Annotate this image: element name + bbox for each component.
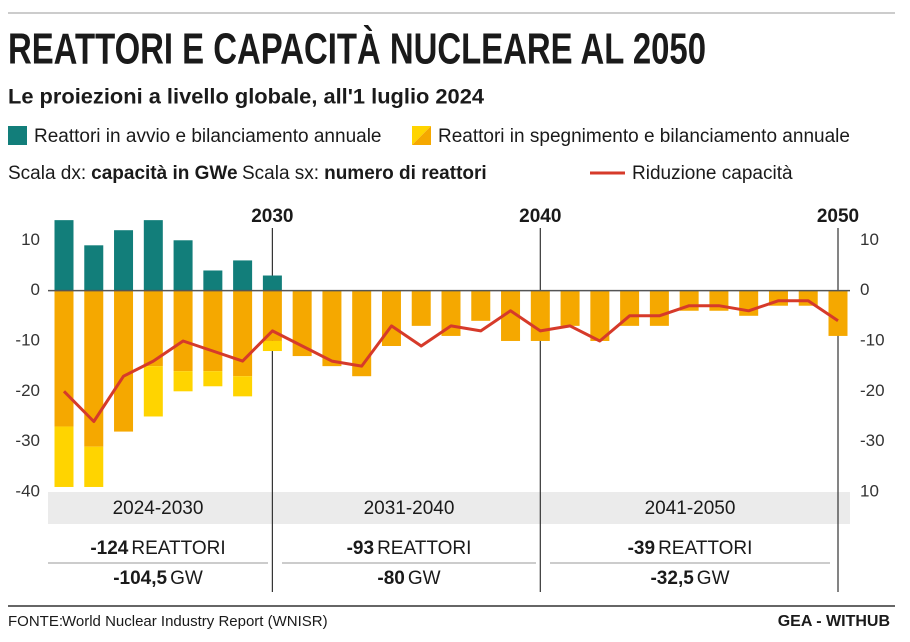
bar-balance (54, 426, 74, 487)
bar-shutdown (590, 290, 610, 341)
scale-note: Scala dx: capacità in GWe (8, 163, 238, 184)
bar-balance (143, 366, 163, 417)
bar-balance (233, 376, 253, 397)
capacity-unit: GW (408, 568, 441, 589)
y-tick-label: -30 (15, 431, 40, 450)
bar-start (114, 230, 134, 291)
period-band (48, 492, 850, 524)
scale-note: Scala sx: numero di reattori (242, 163, 487, 184)
reactors-unit: REATTORI (658, 538, 752, 559)
capacity-unit: GW (697, 568, 730, 589)
reactors-value: -39 (628, 538, 655, 559)
bar-start (54, 220, 74, 291)
bar-shutdown (143, 290, 163, 367)
scale-note-label: Scala dx: (8, 163, 86, 184)
reactors-value: -124 (90, 538, 128, 559)
bar-shutdown (381, 290, 401, 346)
bar-shutdown (352, 290, 372, 377)
bar-shutdown (292, 290, 312, 357)
y2-tick-label: -10 (860, 330, 885, 349)
bar-shutdown (530, 290, 550, 341)
bar-shutdown (262, 290, 282, 341)
bar-shutdown (54, 290, 74, 427)
bar-shutdown (828, 290, 848, 336)
y2-tick-label: -30 (860, 431, 885, 450)
legend-label: Reattori in avvio e bilanciamento annual… (34, 126, 382, 147)
chart-subtitle: Le proiezioni a livello globale, all'1 l… (8, 86, 484, 109)
bar-balance (84, 446, 104, 487)
legend-swatch (8, 126, 27, 145)
scale-note-label: Scala sx: (242, 163, 319, 184)
capacity-value: -32,5 (650, 568, 694, 589)
bar-start (173, 240, 193, 291)
reactors-summary: -93 REATTORI (347, 538, 472, 559)
bar-shutdown (441, 290, 461, 336)
period-label: 2024-2030 (113, 498, 204, 519)
bar-start (203, 270, 223, 291)
bar-balance (173, 371, 193, 392)
y2-tick-label: 10 (860, 230, 879, 249)
chart-title: REATTORI E CAPACITÀ NUCLEARE AL 2050 (8, 24, 706, 74)
y-tick-label: 10 (21, 230, 40, 249)
bar-start (262, 275, 282, 291)
y-tick-label: -40 (15, 481, 40, 500)
x-tick-label: 2050 (817, 206, 859, 227)
bar-shutdown (203, 290, 223, 372)
bar-start (143, 220, 163, 291)
capacity-line (62, 299, 839, 423)
bar-shutdown (173, 290, 193, 372)
period-label: 2031-2040 (364, 498, 455, 519)
y2-tick-label: 10 (860, 481, 879, 500)
capacity-value: -80 (377, 568, 404, 589)
y-tick-label: 0 (31, 280, 40, 299)
y-tick-label: -10 (15, 330, 40, 349)
scale-note-text: capacità in GWe (91, 163, 237, 184)
capacity-summary: -80 GW (377, 568, 440, 589)
bar-shutdown (411, 290, 431, 326)
capacity-summary: -32,5 GW (650, 568, 729, 589)
bar-shutdown (322, 290, 342, 367)
source-label: FONTE: (8, 613, 63, 630)
bar-start (233, 260, 253, 291)
bar-shutdown (114, 290, 134, 432)
bar-shutdown (471, 290, 491, 321)
x-tick-label: 2040 (519, 206, 561, 227)
period-label: 2041-2050 (645, 498, 736, 519)
credit: GEA - WITHUB (778, 613, 890, 630)
y2-tick-label: -20 (860, 381, 885, 400)
reactors-summary: -39 REATTORI (628, 538, 753, 559)
bar-balance (203, 371, 223, 387)
source: World Nuclear Industry Report (WNISR) (62, 613, 328, 630)
bar-start (84, 245, 104, 291)
capacity-value: -104,5 (113, 568, 167, 589)
legend-swatch (412, 126, 431, 145)
reactors-unit: REATTORI (131, 538, 225, 559)
bar-shutdown (649, 290, 669, 326)
bar-shutdown (560, 290, 580, 326)
bar-balance (262, 340, 282, 352)
x-tick-label: 2030 (251, 206, 293, 227)
legend-label: Riduzione capacità (632, 163, 793, 184)
reactors-summary: -124 REATTORI (90, 538, 225, 559)
bar-shutdown (233, 290, 253, 377)
legend-label: Reattori in spegnimento e bilanciamento … (438, 126, 850, 147)
capacity-unit: GW (170, 568, 203, 589)
bar-shutdown (84, 290, 104, 447)
y2-tick-label: 0 (860, 280, 869, 299)
reactors-unit: REATTORI (377, 538, 471, 559)
reactors-value: -93 (347, 538, 374, 559)
capacity-summary: -104,5 GW (113, 568, 203, 589)
scale-note-text: numero di reattori (324, 163, 487, 184)
bar-shutdown (501, 290, 521, 341)
y-tick-label: -20 (15, 381, 40, 400)
